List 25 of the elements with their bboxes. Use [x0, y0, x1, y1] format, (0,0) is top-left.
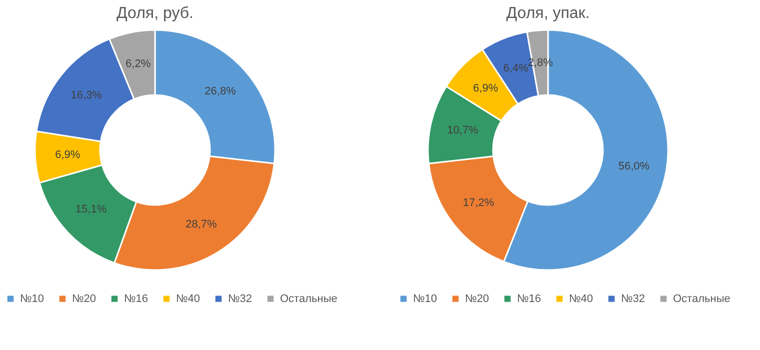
legend-label: №20 — [72, 292, 96, 305]
data-label: 26,8% — [204, 86, 236, 98]
data-label: 6,4% — [503, 62, 529, 75]
legend-label: №16 — [124, 292, 148, 305]
legend-label: Остальные — [673, 292, 730, 305]
legend-label: №10 — [413, 292, 438, 305]
data-label: 17,2% — [462, 197, 494, 210]
legend-label: №16 — [517, 292, 542, 305]
data-label: 15,1% — [75, 204, 107, 216]
legend-label: №32 — [228, 292, 252, 305]
data-label: 10,7% — [447, 124, 478, 137]
data-label: 6,9% — [55, 149, 80, 162]
data-label: 6,9% — [473, 82, 498, 95]
legend-label: №10 — [20, 292, 44, 305]
legend-label: №20 — [465, 292, 490, 305]
legend-label: №40 — [569, 292, 594, 305]
data-label: 28,7% — [186, 218, 217, 230]
chart-title: Доля, руб. — [116, 5, 194, 22]
data-label: 6,2% — [126, 58, 151, 70]
data-label: 16,3% — [70, 90, 102, 102]
legend-label: Остальные — [280, 292, 338, 305]
legend-label: №32 — [621, 292, 646, 305]
chart-title: Доля, упак. — [506, 5, 590, 22]
data-label: 56,0% — [618, 160, 650, 172]
legend-label: №40 — [176, 292, 200, 305]
